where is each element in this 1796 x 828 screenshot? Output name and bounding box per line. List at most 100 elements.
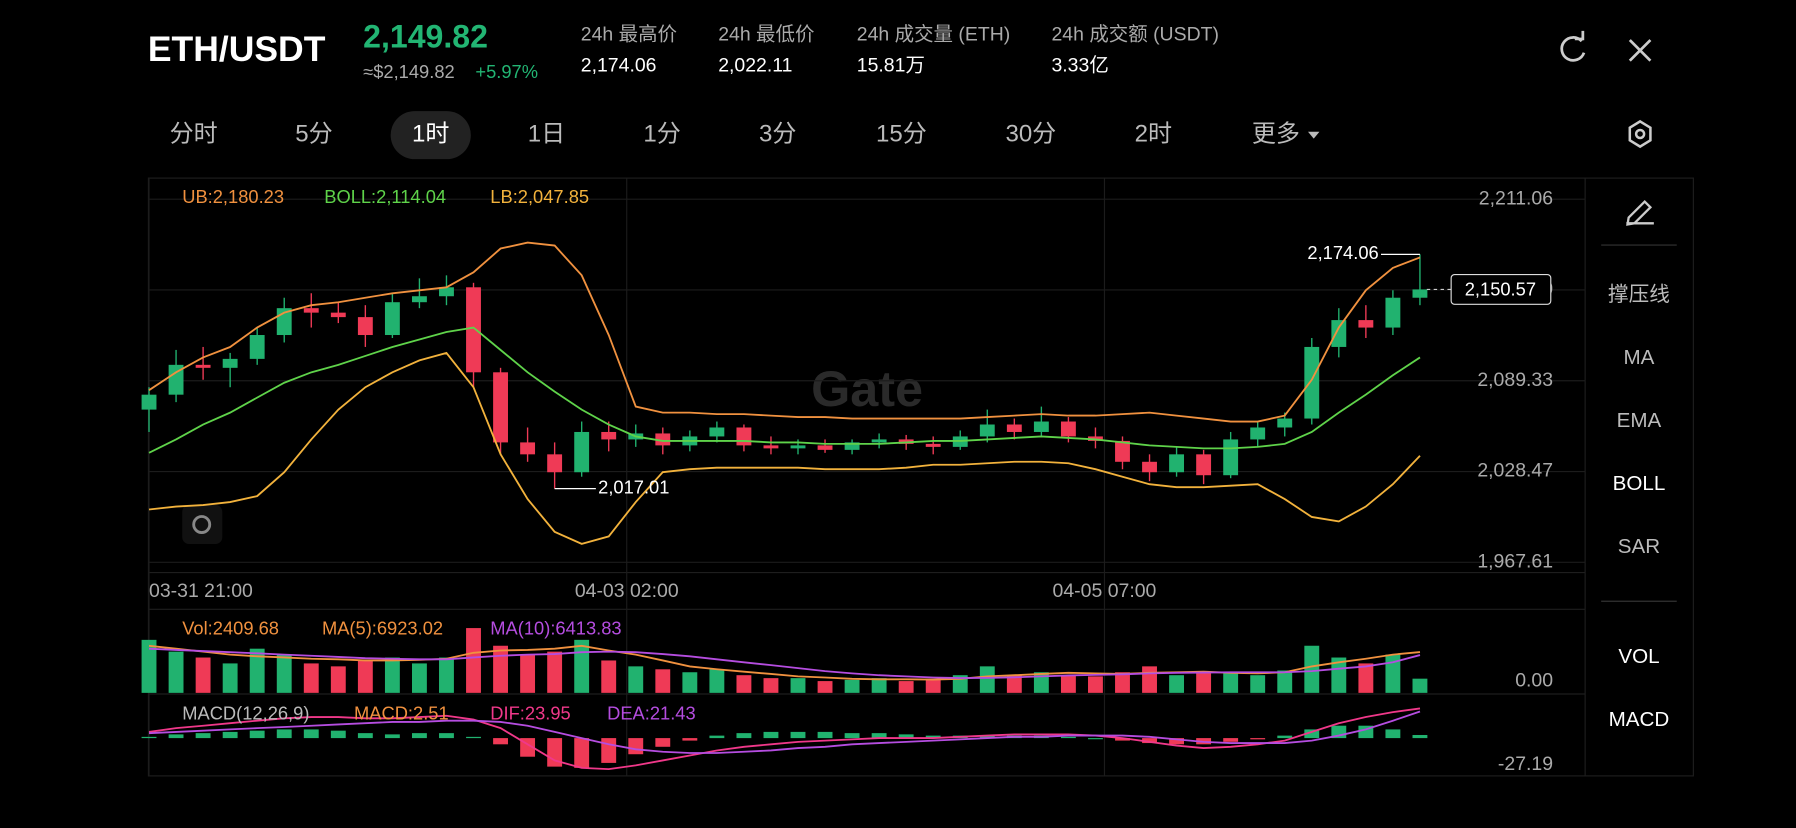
interval-tab[interactable]: 1分 xyxy=(643,120,680,147)
last-price-label: 2,150.57 xyxy=(1465,278,1536,299)
candle-body xyxy=(574,431,590,473)
sidebar-tool[interactable]: SAR xyxy=(1618,535,1660,558)
candle-body xyxy=(547,454,563,473)
dropdown-caret xyxy=(1307,131,1320,139)
stat-label: 24h 最低价 xyxy=(718,24,814,46)
indicator-label: LB:2,047.85 xyxy=(490,186,589,207)
candle-body xyxy=(817,445,833,450)
macd-bar xyxy=(898,734,914,739)
sidebar-tool[interactable]: EMA xyxy=(1617,409,1662,432)
macd-bar xyxy=(1088,738,1103,740)
volume-bar xyxy=(493,645,508,693)
macd-bar xyxy=(574,738,590,768)
macd-bar xyxy=(1304,729,1320,739)
macd-bar xyxy=(330,730,346,739)
candle-body xyxy=(1060,421,1076,437)
interval-tab[interactable]: 15分 xyxy=(876,120,927,147)
macd-bar xyxy=(844,733,860,739)
interval-tab[interactable]: 分时 xyxy=(170,120,218,147)
close-button[interactable] xyxy=(1628,39,1652,62)
sidebar-tool[interactable]: BOLL xyxy=(1613,472,1666,495)
settings-button[interactable] xyxy=(1628,119,1652,149)
volume-bar xyxy=(1358,663,1374,693)
refresh-arrow xyxy=(1574,30,1585,41)
interval-tab[interactable]: 1时 xyxy=(390,111,471,160)
refresh-button[interactable] xyxy=(1560,30,1586,62)
pair: ETH/USDT xyxy=(148,29,326,69)
draw-tool[interactable] xyxy=(1626,199,1654,226)
interval-tab[interactable]: 5分 xyxy=(295,120,332,147)
tab-label: 15分 xyxy=(876,120,927,147)
volume-bar xyxy=(466,628,481,693)
change: +5.97% xyxy=(475,61,538,82)
candle-body xyxy=(763,445,779,449)
indicator-label: MA(10):6413.83 xyxy=(490,618,621,639)
logo-icon xyxy=(192,515,212,534)
stat-label: 24h 最高价 xyxy=(581,24,677,46)
candle-body xyxy=(1169,454,1185,473)
candle-body xyxy=(1412,289,1428,298)
volume-bar xyxy=(1304,645,1320,693)
volume-bar xyxy=(1088,676,1103,693)
sidebar-tool[interactable]: 撑压线 xyxy=(1608,283,1670,306)
interval-tab[interactable]: 30分 xyxy=(1005,120,1056,147)
macd-bar xyxy=(195,733,211,739)
macd-bar xyxy=(357,733,373,739)
sidebar-indicator[interactable]: MACD xyxy=(1609,708,1670,731)
volume-bar xyxy=(547,651,563,693)
interval-tab[interactable]: 3分 xyxy=(759,120,796,147)
interval-tab[interactable]: 更多 xyxy=(1252,120,1300,147)
volume-bar xyxy=(736,675,752,693)
macd-bar xyxy=(1412,734,1428,739)
stat-value: 2,174.06 xyxy=(581,55,657,77)
indicator-label: MACD(12,26,9) xyxy=(182,702,309,723)
tab-label: 30分 xyxy=(1005,120,1056,147)
macd-bar xyxy=(466,736,481,739)
macd-bar xyxy=(439,733,454,739)
candle-body xyxy=(844,442,860,450)
tab-label: 5分 xyxy=(295,120,332,147)
boll-line xyxy=(148,326,1421,454)
volume-bar xyxy=(1412,678,1428,693)
tab-label: 2时 xyxy=(1135,120,1172,147)
volume-bar xyxy=(574,639,590,693)
x-tick-label: 04-05 07:00 xyxy=(1053,580,1157,602)
interval-tab[interactable]: 2时 xyxy=(1135,120,1172,147)
macd-bar xyxy=(1060,736,1076,739)
min-marker-label: 2,017.01 xyxy=(598,476,669,497)
x-tick-label: 04-03 02:00 xyxy=(575,580,679,602)
macd-bar xyxy=(1277,735,1293,739)
candle-body xyxy=(871,439,887,443)
volume-bar xyxy=(411,663,427,693)
settings-icon xyxy=(1628,119,1652,149)
volume-bar xyxy=(709,669,725,693)
last-price-box xyxy=(1450,273,1552,305)
macd-bar xyxy=(790,731,806,739)
macd-bar xyxy=(925,735,941,739)
indicator-label: DEA:21.43 xyxy=(607,702,696,723)
macd-bar xyxy=(411,733,427,739)
volume-bar xyxy=(1250,675,1266,693)
tab-label: 3分 xyxy=(759,120,796,147)
indicator-label: DIF:23.95 xyxy=(490,702,570,723)
sidebar-indicator[interactable]: VOL xyxy=(1618,645,1659,668)
watermark: Gate xyxy=(811,360,923,417)
macd-bar xyxy=(1169,738,1185,745)
sidebar-tool[interactable]: MA xyxy=(1624,346,1655,369)
volume-bar xyxy=(1385,654,1401,693)
y-tick-label: 1,967.61 xyxy=(1477,550,1553,572)
logo-button[interactable] xyxy=(182,505,223,544)
interval-tab[interactable]: 1日 xyxy=(528,120,565,147)
volume-bar xyxy=(1142,666,1157,693)
macd-bar xyxy=(628,738,644,755)
volume-bar xyxy=(141,639,157,693)
candle-body xyxy=(1142,461,1157,473)
macd-bar xyxy=(1385,729,1401,739)
tab-highlight xyxy=(390,111,471,160)
fiat-price: ≈$2,149.82 xyxy=(363,61,455,82)
volume-bar xyxy=(330,666,346,693)
tab-label: 1分 xyxy=(643,120,680,147)
stat-value: 3.33亿 xyxy=(1051,55,1108,77)
indicator-label: BOLL:2,114.04 xyxy=(324,186,446,207)
